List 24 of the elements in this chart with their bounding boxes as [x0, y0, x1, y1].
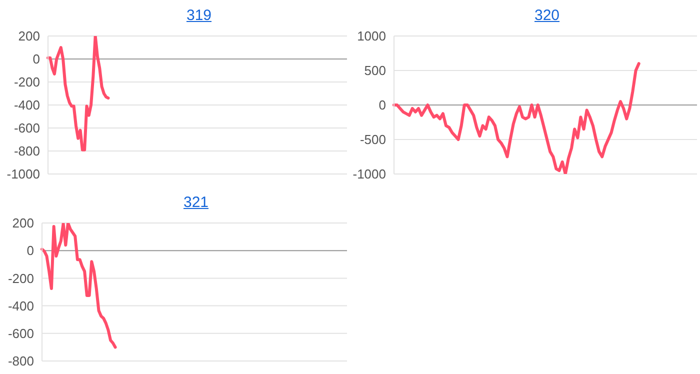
line-series [40, 223, 117, 349]
y-tick-label: -600 [8, 326, 34, 342]
y-tick-label: 0 [26, 243, 34, 258]
chart-title: 321 [182, 193, 210, 213]
y-tick-label: -200 [8, 270, 34, 286]
y-tick-label: 1000 [357, 28, 386, 44]
chart-title: 320 [533, 6, 561, 26]
line-series [46, 36, 110, 152]
y-tick-label: 200 [12, 216, 34, 231]
y-tick-label: 200 [18, 28, 40, 44]
y-tick-label: -1000 [6, 166, 40, 182]
line-series [392, 62, 640, 174]
y-tick-label: -800 [14, 144, 40, 159]
y-tick-label: -600 [14, 120, 40, 136]
y-tick-label: -1000 [352, 166, 386, 182]
y-tick-label: 0 [32, 52, 40, 67]
y-tick-label: -800 [8, 354, 34, 369]
chart-title: 319 [185, 6, 213, 26]
y-tick-label: 500 [364, 63, 386, 78]
y-tick-label: -200 [14, 74, 40, 90]
y-tick-label: 0 [378, 98, 386, 113]
y-tick-label: -400 [8, 298, 34, 314]
y-tick-label: -400 [14, 98, 40, 113]
y-tick-label: -500 [360, 132, 386, 148]
